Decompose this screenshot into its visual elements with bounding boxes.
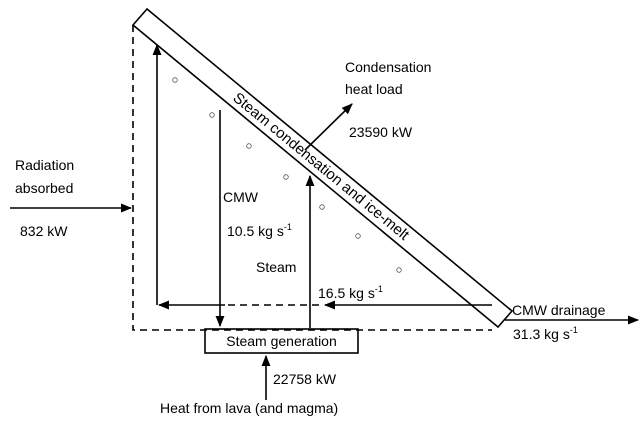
cmw-rate: 10.5 kg s-1 bbox=[227, 222, 292, 239]
panel-label: Steam condensation and ice-melt bbox=[229, 89, 412, 244]
steam-generation-label: Steam generation bbox=[226, 333, 337, 349]
radiation-value: 832 kW bbox=[20, 223, 68, 239]
drainage-rate: 31.3 kg s-1 bbox=[513, 325, 578, 342]
panel bbox=[131, 7, 514, 329]
condensation-label: heat load bbox=[345, 81, 403, 97]
recycle-rate: 16.5 kg s-1 bbox=[318, 284, 383, 301]
heat-label: Heat from lava (and magma) bbox=[160, 400, 338, 416]
steam-label: Steam bbox=[256, 259, 296, 275]
heat-value: 22758 kW bbox=[273, 371, 337, 387]
cmw-label: CMW bbox=[223, 189, 259, 205]
radiation-label: Radiation bbox=[15, 157, 74, 173]
condensation-arrow bbox=[304, 103, 353, 151]
condensation-value: 23590 kW bbox=[349, 124, 413, 140]
steam-generation-box bbox=[204, 328, 359, 354]
condensation-label: Condensation bbox=[345, 59, 431, 75]
drainage-label: CMW drainage bbox=[512, 302, 606, 318]
droplets bbox=[172, 77, 402, 273]
radiation-label: absorbed bbox=[15, 180, 73, 196]
boundary bbox=[132, 25, 492, 331]
